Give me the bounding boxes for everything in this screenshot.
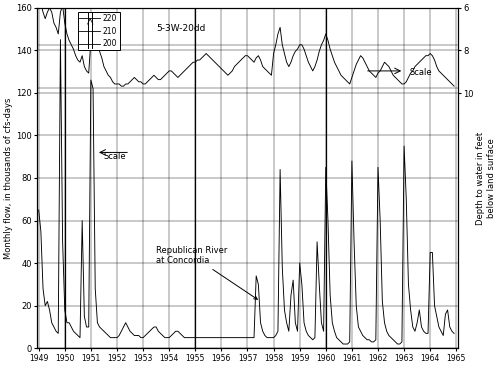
Y-axis label: Monthly flow, in thousands of cfs-days: Monthly flow, in thousands of cfs-days xyxy=(4,97,13,259)
Text: 200: 200 xyxy=(102,39,117,48)
Text: Scale: Scale xyxy=(104,152,126,161)
FancyBboxPatch shape xyxy=(78,12,120,50)
Text: Scale: Scale xyxy=(410,68,432,77)
Text: 210: 210 xyxy=(102,26,117,36)
Text: 5-3W-20dd: 5-3W-20dd xyxy=(156,25,206,33)
Y-axis label: Depth to water in feet
below land surface: Depth to water in feet below land surfac… xyxy=(476,131,496,225)
Text: Republican River
at Concordia: Republican River at Concordia xyxy=(156,246,258,299)
Text: 220: 220 xyxy=(102,14,117,23)
